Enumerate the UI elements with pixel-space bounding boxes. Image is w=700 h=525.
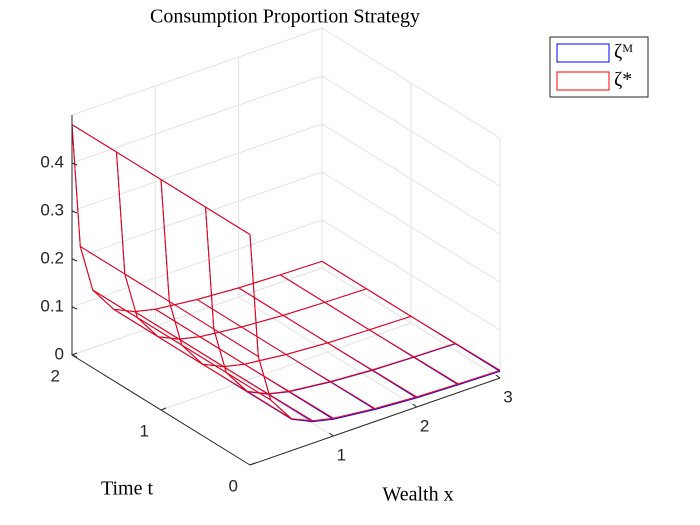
grid-line — [71, 28, 323, 356]
y-tick-label: 1 — [140, 421, 149, 440]
legend-swatch — [556, 71, 610, 91]
x-tick-label: 1 — [337, 445, 346, 464]
mesh-column — [280, 274, 459, 385]
y-tick-label: 2 — [51, 366, 60, 385]
x-tick-label: 3 — [503, 387, 512, 406]
legend-swatch — [556, 43, 610, 63]
legend-label: ζᴹ — [614, 41, 633, 63]
axes: 0 0.1 0.2 0.3 0.4 1 2 3 0 1 2 — [40, 115, 513, 495]
mesh-column — [113, 308, 292, 420]
z-tick-label: 0 — [55, 344, 64, 363]
grid-line — [238, 57, 417, 408]
mesh-column — [80, 246, 259, 357]
x-tick — [412, 403, 417, 408]
z-tick-label: 0.2 — [40, 248, 64, 267]
x-axis-label: Wealth x — [382, 484, 453, 506]
back-edge — [71, 27, 501, 139]
y-tick-label: 0 — [229, 476, 238, 495]
walls — [71, 27, 501, 466]
x-tick — [495, 374, 501, 379]
mesh-row — [205, 207, 456, 395]
mesh-column — [238, 287, 417, 398]
z-tick-label: 0.3 — [40, 200, 64, 219]
mesh-column — [196, 299, 376, 409]
axis-line — [71, 115, 501, 466]
mesh-column — [155, 308, 334, 419]
z-tick — [71, 306, 78, 310]
z-tick — [71, 258, 78, 262]
legend-label: ζ* — [614, 69, 632, 91]
y-tick — [160, 407, 167, 411]
grid-line — [160, 83, 412, 411]
mesh — [71, 124, 501, 423]
z-tick — [71, 162, 78, 166]
z-tick — [71, 210, 78, 214]
mesh-column — [321, 260, 501, 371]
chart-title: Consumption Proportion Strategy — [150, 6, 420, 28]
mesh-row — [160, 179, 412, 368]
mesh-row — [71, 124, 323, 313]
z-tick-label: 0.1 — [40, 296, 64, 315]
x-tick — [329, 432, 334, 437]
z-tick-label: 0.4 — [40, 152, 64, 171]
y-tick — [71, 352, 78, 356]
x-tick-label: 2 — [420, 416, 429, 435]
mesh-column — [71, 124, 251, 236]
mesh-row — [116, 152, 367, 340]
mesh-row — [249, 234, 501, 422]
y-axis-label: Time t — [101, 478, 154, 500]
mesh-row — [71, 124, 323, 313]
mesh-column — [92, 289, 272, 401]
mesh-column — [134, 311, 313, 422]
mesh-row — [116, 152, 367, 340]
